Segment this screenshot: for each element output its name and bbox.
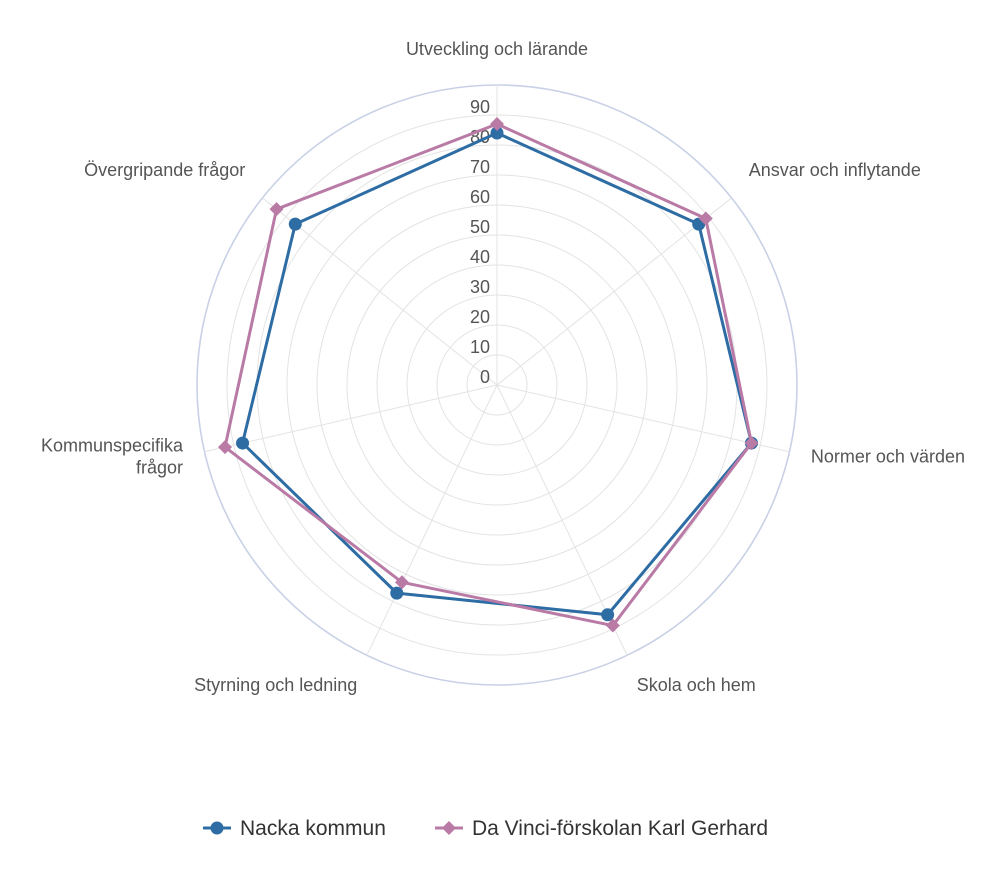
r-tick-label: 0	[480, 367, 490, 387]
grid-spoke	[262, 197, 498, 386]
data-point-diamond	[394, 575, 409, 590]
series-line	[223, 122, 753, 628]
category-label: Normer och värden	[811, 447, 965, 467]
data-point-circle	[601, 608, 615, 622]
r-tick-label: 20	[470, 307, 490, 327]
data-point-diamond	[698, 211, 713, 226]
data-point-circle	[236, 436, 250, 450]
data-point-circle	[490, 126, 504, 140]
r-tick-label: 40	[470, 247, 490, 267]
data-point-diamond	[605, 618, 620, 633]
r-tick-label: 30	[470, 277, 490, 297]
category-labels: Utveckling och lärande Ansvar och inflyta…	[41, 39, 965, 695]
data-point-circle	[210, 821, 224, 835]
legend-label: Da Vinci-förskolan Karl Gerhard	[472, 817, 768, 840]
data-point-diamond	[442, 821, 456, 835]
grid	[196, 84, 798, 686]
legend-label: Nacka kommun	[240, 817, 386, 840]
grid-spoke	[496, 197, 732, 386]
data-point-diamond	[217, 440, 232, 455]
category-label: Övergripande frågor	[84, 160, 245, 180]
r-tick-label: 70	[470, 157, 490, 177]
legend-item[interactable]: Nacka kommun	[203, 817, 386, 840]
r-tick-label: 90	[470, 97, 490, 117]
category-label: Skola och hem	[637, 675, 756, 695]
data-point-circle	[288, 217, 302, 231]
category-label: Kommunspecifika frågor	[41, 436, 184, 478]
series	[217, 117, 759, 633]
legend-item[interactable]: Da Vinci-förskolan Karl Gerhard	[435, 817, 768, 840]
r-tick-label: 50	[470, 217, 490, 237]
data-point-diamond	[490, 117, 504, 131]
grid-spoke	[366, 384, 498, 656]
legend: Nacka kommun Da Vinci-förskolan Karl Gerh…	[203, 817, 768, 840]
data-point-diamond	[269, 202, 284, 217]
grid-spoke	[204, 384, 498, 453]
series-group	[217, 117, 759, 633]
r-tick-label: 60	[470, 187, 490, 207]
category-label: Styrning och ledning	[194, 675, 357, 695]
r-tick-label: 10	[470, 337, 490, 357]
data-point-diamond	[744, 436, 759, 451]
grid-spoke	[496, 384, 790, 453]
data-point-circle	[390, 586, 404, 600]
category-label: Utveckling och lärande	[406, 39, 588, 59]
category-label: Ansvar och inflytande	[749, 160, 921, 180]
